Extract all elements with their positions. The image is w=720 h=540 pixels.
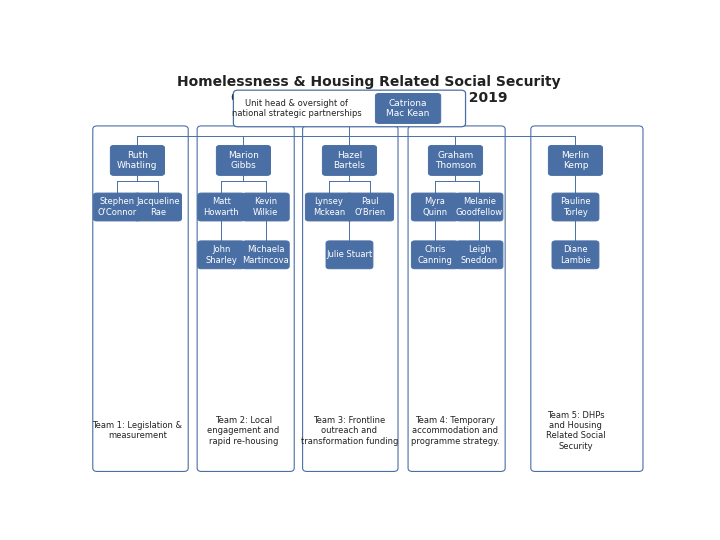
Text: Julie Stuart: Julie Stuart bbox=[326, 251, 372, 259]
Text: Team 2: Local
engagement and
rapid re-housing: Team 2: Local engagement and rapid re-ho… bbox=[207, 416, 279, 446]
Text: Team 4: Temporary
accommodation and
programme strategy.: Team 4: Temporary accommodation and prog… bbox=[411, 416, 500, 446]
Text: Chris
Canning: Chris Canning bbox=[418, 245, 452, 265]
FancyBboxPatch shape bbox=[428, 145, 482, 176]
Text: Team 5: DHPs
and Housing
Related Social
Security: Team 5: DHPs and Housing Related Social … bbox=[546, 410, 606, 451]
Text: Unit head & oversight of
national strategic partnerships: Unit head & oversight of national strate… bbox=[232, 99, 361, 118]
FancyBboxPatch shape bbox=[233, 90, 466, 127]
Text: Ruth
Whatling: Ruth Whatling bbox=[117, 151, 158, 170]
Text: Team 3: Frontline
outreach and
transformation funding: Team 3: Frontline outreach and transform… bbox=[301, 416, 398, 446]
FancyBboxPatch shape bbox=[217, 145, 271, 176]
Text: Catriona
Mac Kean: Catriona Mac Kean bbox=[387, 99, 430, 118]
FancyBboxPatch shape bbox=[94, 193, 140, 221]
Text: Stephen
O'Connor: Stephen O'Connor bbox=[97, 197, 136, 217]
FancyBboxPatch shape bbox=[243, 193, 289, 221]
FancyBboxPatch shape bbox=[198, 193, 245, 221]
Text: Team 1: Legislation &
measurement: Team 1: Legislation & measurement bbox=[92, 421, 182, 441]
FancyBboxPatch shape bbox=[552, 193, 599, 221]
FancyBboxPatch shape bbox=[135, 193, 181, 221]
Text: Hazel
Bartels: Hazel Bartels bbox=[333, 151, 366, 170]
FancyBboxPatch shape bbox=[411, 193, 458, 221]
Text: Leigh
Sneddon: Leigh Sneddon bbox=[461, 245, 498, 265]
FancyBboxPatch shape bbox=[326, 241, 373, 269]
FancyBboxPatch shape bbox=[305, 193, 352, 221]
Text: Lynsey
Mckean: Lynsey Mckean bbox=[312, 197, 345, 217]
Text: Pauline
Torley: Pauline Torley bbox=[560, 197, 591, 217]
Text: Graham
Thomson: Graham Thomson bbox=[435, 151, 476, 170]
Text: Kevin
Wilkie: Kevin Wilkie bbox=[253, 197, 279, 217]
Text: Diane
Lambie: Diane Lambie bbox=[560, 245, 591, 265]
Text: Jacqueline
Rae: Jacqueline Rae bbox=[136, 197, 180, 217]
FancyBboxPatch shape bbox=[549, 145, 603, 176]
Text: Michaela
Martincova: Michaela Martincova bbox=[243, 245, 289, 265]
Text: Marion
Gibbs: Marion Gibbs bbox=[228, 151, 259, 170]
FancyBboxPatch shape bbox=[456, 241, 503, 269]
FancyBboxPatch shape bbox=[411, 241, 458, 269]
Text: Melanie
Goodfellow: Melanie Goodfellow bbox=[456, 197, 503, 217]
FancyBboxPatch shape bbox=[323, 145, 377, 176]
FancyBboxPatch shape bbox=[198, 241, 245, 269]
Text: Matt
Howarth: Matt Howarth bbox=[203, 197, 239, 217]
Text: Myra
Quinn: Myra Quinn bbox=[423, 197, 447, 217]
Text: Homelessness & Housing Related Social Security
Organogram as at September 2019: Homelessness & Housing Related Social Se… bbox=[177, 75, 561, 105]
FancyBboxPatch shape bbox=[552, 241, 599, 269]
FancyBboxPatch shape bbox=[243, 241, 289, 269]
Text: Merlin
Kemp: Merlin Kemp bbox=[562, 151, 590, 170]
FancyBboxPatch shape bbox=[347, 193, 394, 221]
FancyBboxPatch shape bbox=[375, 93, 441, 124]
Text: Paul
O'Brien: Paul O'Brien bbox=[354, 197, 386, 217]
Text: John
Sharley: John Sharley bbox=[205, 245, 237, 265]
FancyBboxPatch shape bbox=[110, 145, 164, 176]
FancyBboxPatch shape bbox=[456, 193, 503, 221]
